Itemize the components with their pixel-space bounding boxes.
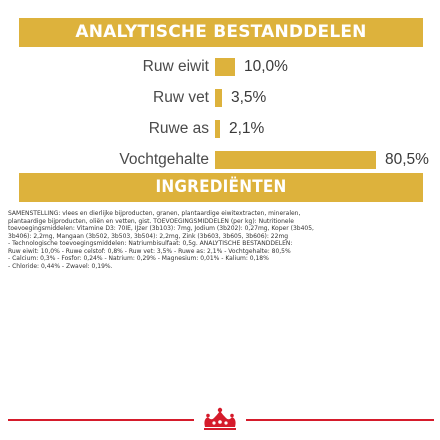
ingredients-title-banner: INGREDIËNTEN (19, 173, 423, 202)
footer-divider-left (8, 419, 194, 421)
composition-line: - Calcium: 0,3% - Fosfor: 0,24% - Natriu… (8, 255, 269, 262)
analysis-label: Vochtgehalte (119, 151, 209, 168)
composition-line: - Chloride: 0,44% - Zwavel: 0,19%. (8, 262, 113, 270)
analysis-row-fat: Ruw vet 3,5% (0, 86, 440, 110)
analysis-row-ash: Ruwe as 2,1% (0, 117, 440, 141)
analysis-value: 3,5% (231, 89, 267, 106)
composition-line: SAMENSTELLING: vlees en dierlijke bijpro… (8, 210, 301, 217)
ingredients-title: INGREDIËNTEN (155, 177, 287, 197)
composition-text: SAMENSTELLING: vlees en dierlijke bijpro… (8, 210, 428, 270)
footer-divider-right (246, 419, 434, 421)
royal-canin-logo-icon (204, 407, 236, 430)
analysis-label: Ruwe as (148, 120, 209, 137)
composition-line: - Technologische toevoegingsmiddelen: Na… (8, 240, 293, 247)
analysis-bar (215, 58, 235, 76)
analysis-value: 10,0% (244, 58, 288, 75)
analysis-value: 80,5% (385, 151, 429, 168)
analysis-label: Ruw eiwit (142, 58, 209, 75)
analysis-bar (215, 151, 376, 169)
composition-line: toevoegingsmiddelen: Vitamine D3: 70IE, … (8, 225, 314, 232)
analysis-label: Ruw vet (153, 89, 209, 106)
analysis-bar (215, 120, 220, 138)
composition-line: Ruw eiwit: 10,0% - Ruwe celstof: 0,8% - … (8, 247, 291, 255)
composition-line: plantaardige bijproducten, oliën en vett… (8, 217, 294, 225)
analysis-row-moisture: Vochtgehalte 80,5% (0, 148, 440, 172)
analysis-title: ANALYTISCHE BESTANDDELEN (75, 22, 367, 42)
analysis-bar (215, 89, 222, 107)
composition-line: 3b406): 2,2mg, Mangaan (3b502, 3b503, 3b… (8, 232, 289, 240)
analysis-value: 2,1% (229, 120, 265, 137)
analysis-row-protein: Ruw eiwit 10,0% (0, 55, 440, 79)
analysis-title-banner: ANALYTISCHE BESTANDDELEN (19, 18, 423, 47)
